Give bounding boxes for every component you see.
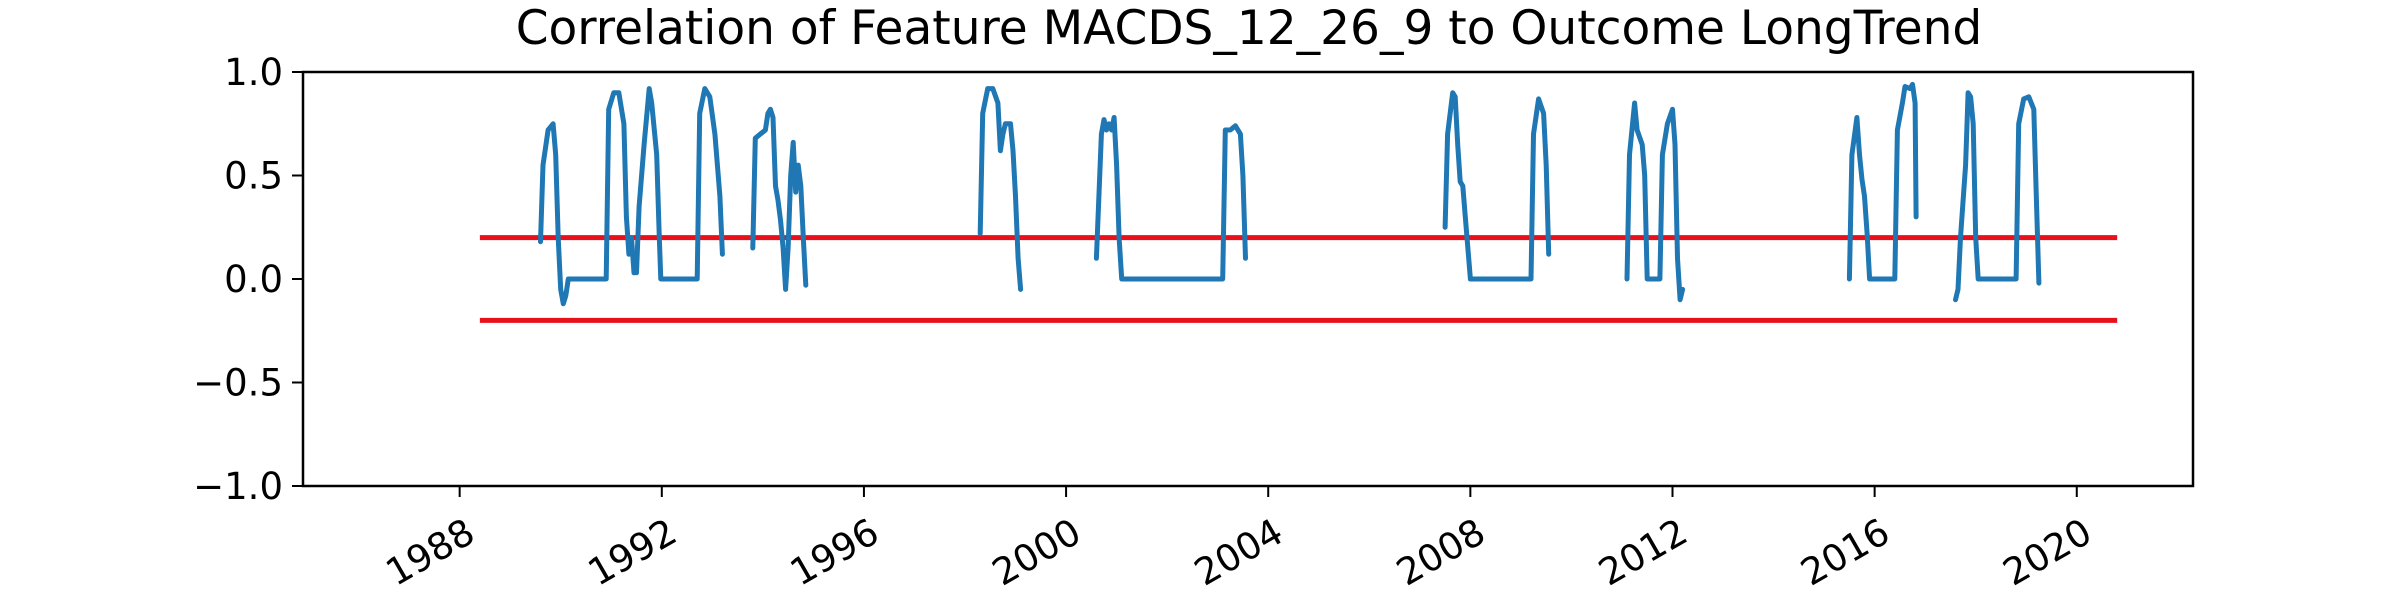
x-tick-label: 2012 [1592, 510, 1695, 594]
series-line-segment-7 [1624, 100, 1686, 303]
x-tick-label: 1992 [581, 510, 684, 594]
x-tick-label: 2008 [1389, 510, 1492, 594]
x-axis: 1988 1992 1996 2000 2004 2008 2012 2016 2020 [379, 486, 2099, 594]
series-line-segment-1 [538, 90, 637, 307]
series-line-segment-8 [1846, 81, 1919, 282]
y-tick-label: −0.5 [193, 362, 283, 405]
x-tick-label: 1996 [783, 510, 886, 594]
series-line-segment-2 [634, 86, 725, 282]
series-line-segment-6 [1442, 90, 1552, 282]
series-line-segment-4 [977, 86, 1024, 292]
y-tick-label: −1.0 [193, 465, 283, 508]
y-axis: 1.0 0.5 0.0 −0.5 −1.0 [193, 51, 303, 508]
x-tick-label: 2016 [1794, 510, 1897, 594]
x-tick-label: 1988 [379, 510, 482, 594]
series-line-segment-5 [1093, 115, 1248, 282]
x-tick-label: 2000 [985, 510, 1088, 594]
chart-title: Correlation of Feature MACDS_12_26_9 to … [516, 1, 1983, 56]
plot-area [479, 81, 2118, 323]
y-tick-label: 0.5 [224, 155, 283, 198]
x-tick-label: 2020 [1996, 510, 2099, 594]
series-line-segment-3 [750, 106, 809, 292]
series-line-segment-9 [1953, 90, 2042, 303]
x-tick-label: 2004 [1187, 510, 1290, 594]
y-tick-label: 1.0 [224, 51, 283, 94]
y-tick-label: 0.0 [224, 258, 283, 301]
